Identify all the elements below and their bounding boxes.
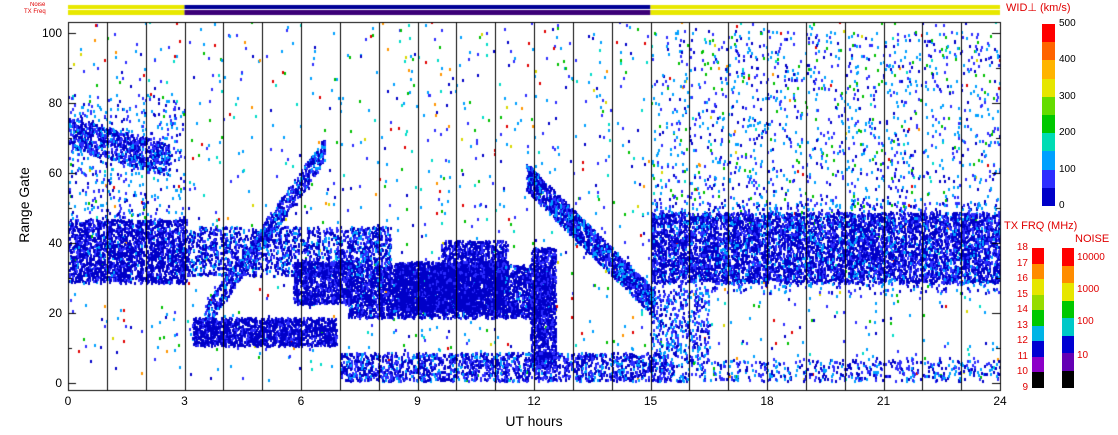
txfreq-strip-label: TX Freq [24,9,46,15]
txfrq-colorbar-segment [1032,310,1044,326]
noise-strip-label: Noise [30,2,46,8]
wid-colorbar-segment [1042,24,1055,43]
y-tick-label: 40 [48,235,62,250]
x-tick-label: 6 [297,394,305,408]
noise-colorbar-tick-label: 10000 [1077,251,1105,263]
txfrq-colorbar-segment [1032,341,1044,357]
txfrq-colorbar-segment [1032,356,1044,373]
x-tick-label: 0 [64,394,72,408]
noise-colorbar-segment [1062,265,1074,283]
noise-colorbar-segment [1062,370,1074,388]
wid-colorbar-tick-label: 400 [1059,54,1076,66]
wid-legend-title: WID⊥ (km/s) [1006,2,1071,14]
x-tick-label: 24 [993,394,1007,408]
y-tick-label: 60 [48,165,62,180]
x-tick-label: 9 [414,394,421,408]
wid-colorbar-segment [1042,151,1055,170]
wid-colorbar-segment [1042,96,1055,115]
wid-colorbar-tick-label: 100 [1059,163,1076,175]
wid-colorbar-tick-label: 0 [1059,200,1065,211]
noise-colorbar [1062,248,1074,388]
txfrq-colorbar-tick-label: 16 [1016,273,1028,285]
y-tick-label: 20 [48,305,62,320]
noise-colorbar-segment [1062,283,1074,301]
noise-colorbar-tick-label: 100 [1077,316,1094,328]
y-tick-label: 100 [41,25,62,40]
txfrq-colorbar-tick-label: 13 [1016,319,1028,331]
txfrq-legend-title: TX FRQ (MHz) [1004,220,1078,232]
txfrq-colorbar [1032,248,1044,388]
txfrq-colorbar-tick-label: 9 [1022,382,1028,393]
noise-colorbar-segment [1062,335,1074,353]
txfrq-colorbar-segment [1032,325,1044,342]
wid-colorbar-segment [1042,42,1055,61]
noise-legend-title: NOISE [1075,233,1110,245]
txfrq-colorbar-segment [1032,294,1044,311]
txfrq-colorbar-segment [1032,279,1044,295]
wid-colorbar-segment [1042,169,1055,188]
txfrq-colorbar-tick-label: 12 [1016,335,1028,347]
txfrq-colorbar-tick-label: 18 [1016,242,1028,253]
txfrq-colorbar-tick-label: 17 [1016,257,1028,269]
noise-colorbar-tick-label: 10 [1077,349,1089,361]
wid-colorbar-segment [1042,187,1055,206]
wid-colorbar-tick-label: 300 [1059,90,1076,102]
y-tick-label: 80 [48,95,62,110]
txfrq-colorbar-tick-label: 10 [1016,366,1028,378]
noise-colorbar-segment [1062,353,1074,371]
txfrq-colorbar-tick-label: 15 [1016,288,1028,300]
txfrq-colorbar-segment [1032,248,1044,264]
noise-colorbar-segment [1062,248,1074,266]
x-tick-label: 15 [643,394,658,408]
noise-colorbar-segment [1062,300,1074,318]
wid-colorbar-segment [1042,60,1055,79]
x-tick-label: 3 [181,394,188,408]
txfrq-colorbar-segment [1032,372,1044,388]
noise-colorbar-segment [1062,318,1074,336]
y-tick-label: 0 [55,375,62,390]
txfrq-colorbar-tick-label: 14 [1016,304,1028,316]
noise-colorbar-tick-label: 1000 [1077,284,1100,295]
txfrq-colorbar-segment [1032,263,1044,280]
wid-colorbar-tick-label: 500 [1059,18,1076,29]
wid-colorbar-segment [1042,114,1055,134]
x-tick-label: 12 [527,394,541,408]
x-tick-label: 21 [876,394,891,408]
wid-colorbar-segment [1042,133,1055,152]
wid-colorbar-segment [1042,78,1055,97]
x-axis-title: UT hours [505,413,563,429]
wid-colorbar-tick-label: 200 [1059,127,1076,139]
wid-colorbar [1042,24,1055,206]
txfrq-colorbar-tick-label: 11 [1017,350,1028,362]
x-tick-label: 18 [760,394,774,408]
